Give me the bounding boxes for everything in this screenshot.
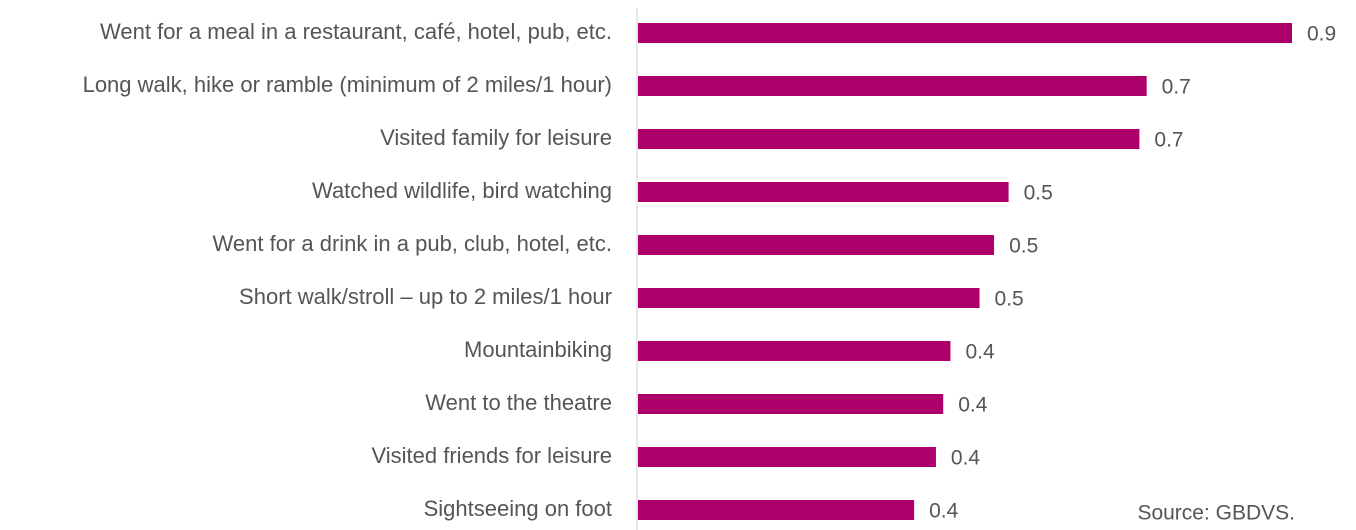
value-label: 0.5	[995, 288, 1024, 311]
value-label: 0.4	[951, 447, 981, 470]
value-label: 0.4	[965, 341, 995, 364]
category-label: Visited friends for leisure	[372, 443, 613, 468]
category-label: Mountainbiking	[464, 337, 612, 362]
category-label: Went for a drink in a pub, club, hotel, …	[213, 231, 612, 256]
category-label: Went to the theatre	[425, 390, 612, 415]
bar	[638, 235, 995, 255]
bar	[638, 23, 1292, 43]
bar	[638, 500, 915, 520]
source-note: Source: GBDVS.	[1137, 502, 1295, 525]
category-label: Short walk/stroll – up to 2 miles/1 hour	[239, 284, 612, 309]
category-label: Sightseeing on foot	[424, 496, 612, 521]
bar	[638, 341, 951, 361]
bar	[638, 394, 944, 414]
category-label: Went for a meal in a restaurant, café, h…	[100, 19, 612, 44]
bar	[638, 447, 936, 467]
bar	[638, 129, 1140, 149]
bar	[638, 288, 980, 308]
category-label: Watched wildlife, bird watching	[312, 178, 612, 203]
value-label: 0.4	[958, 394, 988, 417]
value-label: 0.7	[1154, 129, 1183, 152]
value-label: 0.4	[929, 500, 959, 523]
category-label: Visited family for leisure	[380, 125, 612, 150]
value-label: 0.7	[1162, 76, 1191, 99]
bar	[638, 76, 1147, 96]
value-label: 0.5	[1024, 182, 1053, 205]
category-label: Long walk, hike or ramble (minimum of 2 …	[83, 72, 612, 97]
bar	[638, 182, 1009, 202]
value-label: 0.9	[1307, 23, 1336, 46]
value-label: 0.5	[1009, 235, 1038, 258]
